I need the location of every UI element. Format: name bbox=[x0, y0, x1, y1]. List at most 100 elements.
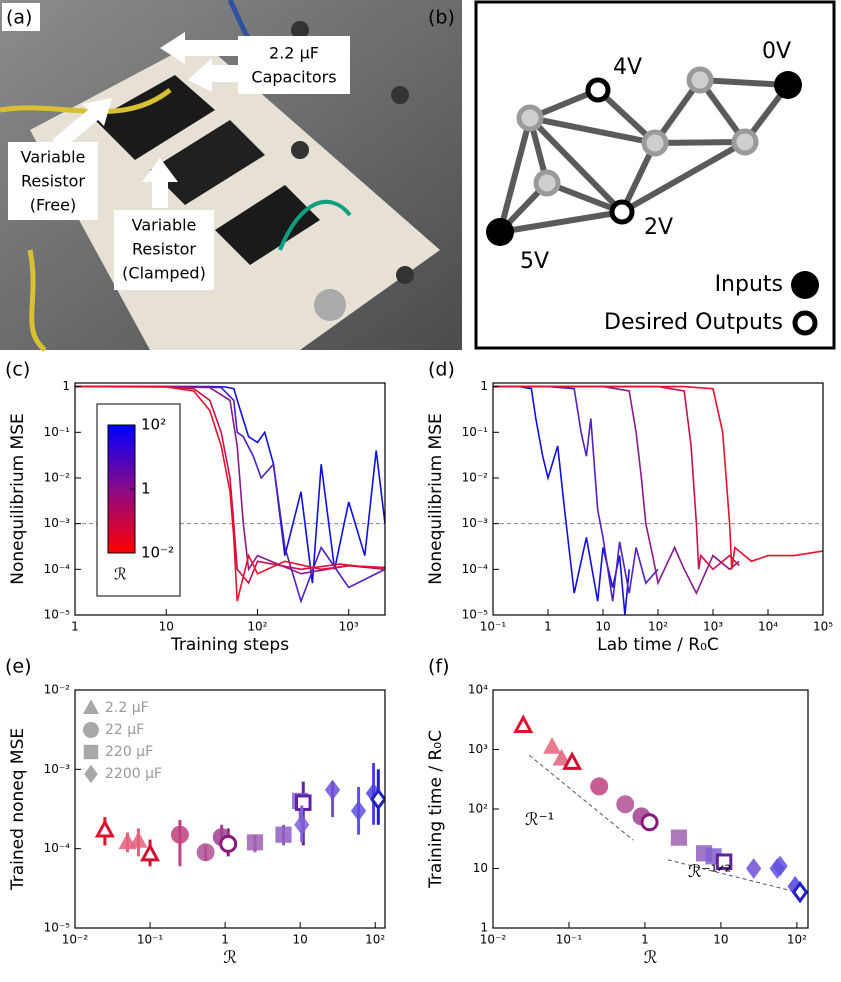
series-line bbox=[75, 385, 385, 575]
marker bbox=[295, 794, 312, 811]
screw-hole bbox=[396, 266, 414, 284]
y-tick-label: 10⁻⁴ bbox=[44, 562, 71, 576]
y-tick-label: 10⁴ bbox=[468, 683, 488, 697]
marker bbox=[543, 737, 562, 754]
edge bbox=[527, 115, 625, 215]
x-tick-label: 10³ bbox=[703, 620, 723, 634]
callout-text: (Free) bbox=[30, 196, 76, 215]
callout-box bbox=[238, 36, 350, 94]
legend-marker bbox=[791, 271, 819, 299]
y-tick-label: 10 bbox=[473, 861, 488, 875]
series-line bbox=[493, 385, 659, 602]
chip bbox=[150, 120, 265, 205]
x-tick-label: 10⁴ bbox=[758, 620, 778, 634]
y-tick-label: 10⁻⁴ bbox=[462, 562, 489, 576]
chart: (f) ℛ Training time / R₀C 10⁻² 10⁻¹ 1 10 10² 1 10… bbox=[426, 656, 809, 968]
diagram-frame bbox=[474, 0, 836, 350]
callout-text: Resistor bbox=[21, 172, 85, 191]
edge bbox=[699, 77, 789, 88]
y-tick-label: 10⁻¹ bbox=[462, 425, 489, 439]
marker bbox=[129, 831, 148, 848]
guide-label: ℛ⁻¹ bbox=[525, 810, 554, 830]
series-line bbox=[75, 385, 385, 602]
series-line bbox=[493, 385, 740, 596]
panel-label: (b) bbox=[428, 7, 455, 29]
y-tick-label: 10³ bbox=[468, 742, 488, 756]
screw-hole bbox=[291, 21, 309, 39]
wire bbox=[278, 199, 352, 251]
y-tick-label: 10⁻³ bbox=[44, 516, 71, 530]
input-node bbox=[774, 71, 802, 99]
screw bbox=[314, 289, 346, 321]
plot-frame bbox=[492, 382, 824, 616]
callout-box bbox=[114, 210, 214, 290]
x-tick-label: 1 bbox=[544, 620, 552, 634]
callout-text: Capacitors bbox=[251, 68, 336, 87]
x-axis-label: Training steps bbox=[170, 635, 289, 655]
y-tick-label: 10⁻² bbox=[44, 683, 71, 697]
marker bbox=[196, 843, 215, 862]
series-line bbox=[75, 385, 385, 585]
colorbar-tick-label: 1 bbox=[141, 480, 151, 498]
diagram-panel: (b) 4V bbox=[428, 0, 836, 350]
edge bbox=[620, 139, 747, 215]
y-tick-label: 10⁻² bbox=[44, 470, 71, 484]
edge bbox=[529, 115, 656, 146]
legend-text: 22 μF bbox=[105, 722, 144, 738]
legend-text: 2.2 μF bbox=[105, 700, 149, 716]
marker bbox=[616, 795, 635, 814]
node bbox=[641, 129, 669, 157]
y-tick-label: 1 bbox=[480, 379, 488, 393]
legend-text: Desired Outputs bbox=[604, 310, 783, 335]
edge bbox=[497, 117, 533, 233]
marker bbox=[83, 722, 99, 738]
callout-text: Variable bbox=[21, 148, 86, 167]
node-label: 4V bbox=[613, 55, 642, 80]
marker bbox=[350, 800, 367, 822]
y-tick-label: 1 bbox=[62, 379, 70, 393]
series-line bbox=[75, 385, 385, 604]
marker bbox=[590, 777, 609, 796]
guide-line bbox=[667, 859, 798, 893]
hidden-nodes bbox=[516, 66, 759, 197]
y-tick-label: 10⁻³ bbox=[44, 762, 71, 776]
node bbox=[731, 128, 759, 156]
chip bbox=[95, 75, 215, 160]
marker bbox=[370, 788, 385, 811]
y-tick-label: 1 bbox=[480, 921, 488, 935]
marker bbox=[640, 813, 659, 832]
node-label: 0V bbox=[762, 39, 791, 64]
marker bbox=[715, 853, 733, 870]
x-tick-label: 10 bbox=[595, 620, 610, 634]
marker bbox=[83, 744, 99, 760]
y-axis-label: Nonequilibrium MSE bbox=[426, 413, 446, 585]
output-node bbox=[585, 77, 611, 103]
output-node bbox=[609, 199, 635, 225]
plot-area bbox=[75, 385, 385, 604]
legend-text: 2200 μF bbox=[105, 766, 162, 782]
photo-panel: (a) 2.2 μF Capacitors Variable Resistor … bbox=[0, 0, 462, 352]
marker bbox=[365, 782, 382, 804]
plot-area bbox=[513, 714, 808, 904]
node bbox=[516, 104, 544, 132]
y-axis-label: Training time / R₀C bbox=[426, 730, 446, 889]
x-tick-label: 10² bbox=[365, 933, 385, 947]
arrow bbox=[142, 158, 178, 208]
x-tick-label: 10³ bbox=[339, 620, 359, 634]
y-tick-label: 10⁻¹ bbox=[44, 425, 71, 439]
marker bbox=[219, 834, 238, 853]
x-tick-label: 10⁵ bbox=[813, 620, 833, 634]
panel-label: (c) bbox=[5, 359, 30, 381]
colorbar-tick-label: 10⁻² bbox=[141, 544, 174, 562]
marker bbox=[83, 699, 99, 714]
legend-text: 220 μF bbox=[105, 744, 153, 760]
guide-label: ℛ⁻¹ᐟ² bbox=[688, 862, 731, 882]
node bbox=[533, 169, 561, 197]
x-tick-label: 10⁻¹ bbox=[480, 620, 507, 634]
x-axis-label: Lab time / R₀C bbox=[597, 635, 719, 655]
wire bbox=[27, 249, 47, 352]
series-line bbox=[493, 385, 740, 571]
node-label: 5V bbox=[520, 249, 549, 274]
plot-area bbox=[493, 385, 823, 615]
